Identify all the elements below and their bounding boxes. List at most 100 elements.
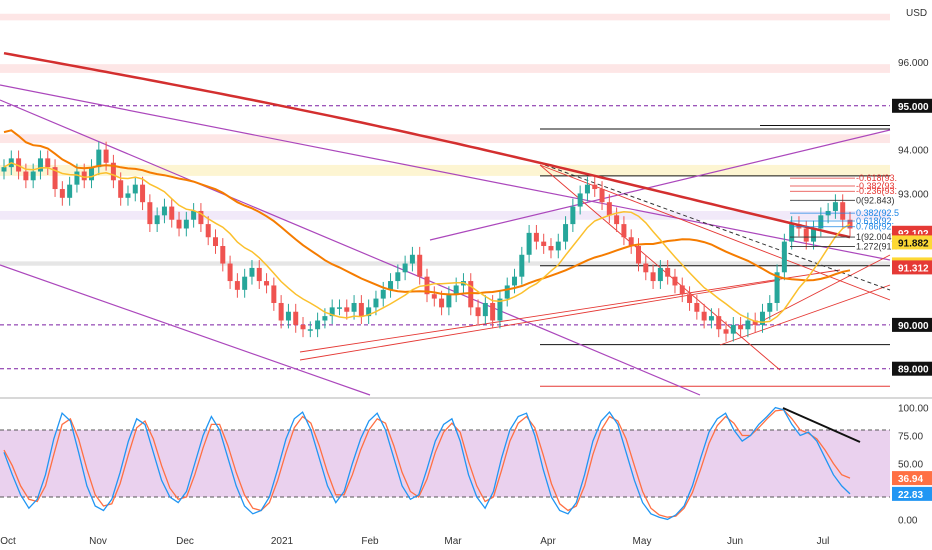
candle-body-9 [67, 184, 73, 198]
candle-body-42 [307, 329, 313, 331]
resistance-bands [0, 13, 890, 266]
fib-label-0: -0.618(93. [856, 173, 897, 183]
fib-label-2: -0.236(93. [856, 186, 897, 196]
zone-band-0 [0, 13, 890, 21]
candle-body-19 [140, 184, 146, 203]
candle-body-7 [52, 167, 58, 190]
candle-body-60 [439, 298, 445, 308]
candle-body-16 [118, 180, 124, 198]
price-badge-5: 91.312 [898, 263, 929, 274]
candle-body-28 [205, 224, 211, 238]
candle-body-38 [278, 302, 284, 321]
ma-yellow-line [3, 161, 851, 324]
candle-body-104 [759, 311, 765, 325]
stoch-tick-0: 100.00 [898, 404, 929, 415]
stoch-badge-1: 22.83 [898, 490, 923, 501]
candle-body-17 [125, 193, 131, 198]
ma-orange-line [3, 129, 851, 296]
candle-body-3 [23, 171, 29, 181]
candle-body-78 [570, 206, 576, 225]
candle-body-66 [482, 302, 488, 317]
candles [1, 141, 853, 342]
candle-body-61 [446, 294, 452, 308]
candle-body-29 [213, 237, 218, 247]
candle-body-8 [59, 189, 65, 198]
candle-body-48 [351, 302, 357, 312]
zone-band-4 [0, 210, 890, 220]
channel-line-2 [0, 99, 701, 396]
candle-body-49 [358, 302, 364, 317]
zone-band-2 [0, 134, 890, 144]
x-label-4: Feb [361, 536, 379, 547]
candle-body-20 [147, 202, 153, 225]
candle-body-26 [191, 210, 197, 220]
candle-body-62 [453, 285, 459, 295]
fib-label-6: 0.786(92. [856, 222, 894, 232]
stoch-badge-bg-0 [892, 471, 932, 486]
channel-line-1 [0, 264, 371, 396]
candle-body-52 [380, 289, 386, 299]
fib-label-4: 0.382(92.5 [856, 208, 899, 218]
candle-body-72 [526, 232, 532, 255]
candle-body-50 [366, 307, 372, 317]
fib-label-5: 0.618(92. [856, 216, 894, 226]
candle-body-21 [154, 215, 160, 225]
candle-body-110 [803, 228, 809, 242]
price-badge-0: 95.000 [898, 102, 929, 113]
x-label-9: Jul [817, 536, 830, 547]
candle-body-83 [606, 202, 612, 216]
candle-body-36 [264, 281, 270, 286]
candle-body-88 [643, 263, 649, 273]
candle-body-111 [811, 228, 817, 242]
candle-body-100 [730, 324, 736, 334]
candle-body-39 [285, 311, 291, 321]
x-label-2: Dec [176, 536, 194, 547]
price-badge-bg-0 [892, 98, 932, 113]
candle-body-96 [701, 311, 707, 321]
candle-body-51 [373, 298, 379, 308]
price-badge-3: 91.882 [898, 238, 929, 249]
x-label-0: Oct [0, 536, 16, 547]
red-trend-0 [299, 269, 841, 353]
stoch-k-line [3, 406, 851, 521]
x-label-6: Apr [540, 536, 556, 547]
stoch-trend-line [782, 407, 861, 443]
currency-label: USD [906, 8, 927, 19]
candle-body-23 [169, 206, 175, 220]
candle-body-77 [563, 224, 569, 242]
candle-body-98 [716, 316, 722, 330]
x-label-8: Jun [727, 536, 743, 547]
candle-body-55 [402, 263, 408, 273]
candle-body-94 [687, 294, 693, 303]
candle-body-27 [198, 210, 204, 225]
candle-body-108 [789, 224, 795, 242]
candle-body-103 [752, 320, 758, 325]
candle-body-25 [183, 219, 189, 229]
fib-levels: -0.618(93.-0.382(93.-0.236(93.0(92.843) 0… [790, 173, 899, 251]
x-label-1: Nov [89, 536, 107, 547]
candle-body-69 [504, 285, 510, 299]
red-trend-1 [299, 279, 781, 361]
x-label-7: May [633, 536, 652, 547]
candle-body-11 [81, 171, 87, 181]
candle-body-82 [599, 189, 605, 203]
candle-body-35 [256, 267, 262, 282]
candle-body-44 [322, 316, 328, 321]
ma-red-line [3, 51, 851, 239]
zone-band-1 [0, 64, 890, 73]
x-label-5: Mar [444, 536, 462, 547]
candle-body-84 [614, 215, 620, 225]
candle-body-93 [679, 285, 685, 295]
candle-body-5 [37, 158, 43, 172]
candle-body-10 [74, 171, 80, 185]
channel-line-0 [0, 84, 891, 261]
trend-lines [0, 84, 891, 396]
stochastic-pane [0, 406, 890, 521]
candle-body-87 [636, 246, 641, 264]
red-trend-3 [539, 164, 891, 301]
price-badge-bg-5 [892, 260, 932, 275]
candle-body-70 [512, 276, 518, 286]
candle-body-80 [584, 184, 590, 194]
candle-body-99 [723, 329, 729, 334]
